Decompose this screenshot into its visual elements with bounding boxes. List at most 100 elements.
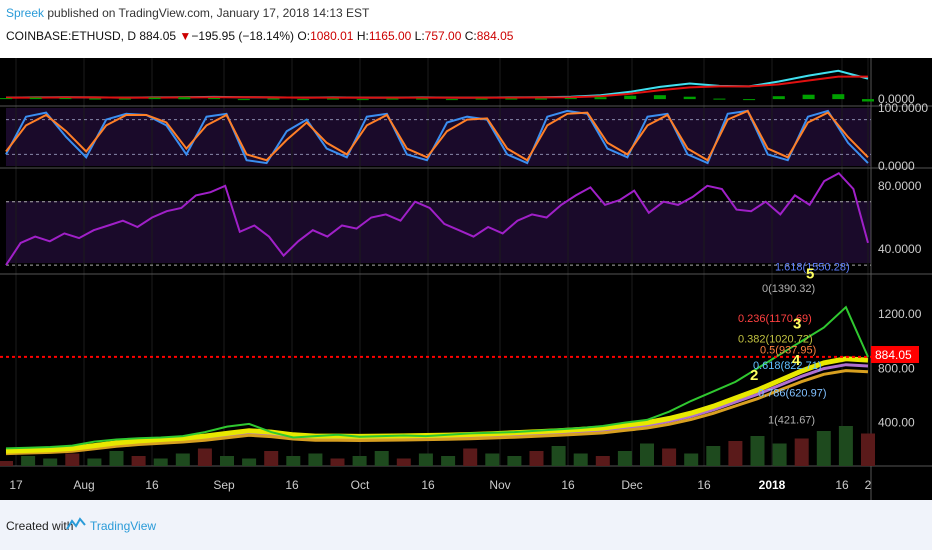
volume-bar [43, 458, 58, 466]
axis-label-price-2: 400.00 [878, 416, 915, 430]
volume-bar [573, 453, 588, 466]
time-tick-label: 2 [865, 478, 872, 492]
volume-bar [330, 458, 345, 466]
close-label: C: [464, 29, 477, 43]
axis-label-rsi-1: 40.0000 [878, 242, 922, 256]
macd-histogram-bar [297, 99, 310, 101]
symbol-name[interactable]: COINBASE:ETHUSD, D [6, 29, 137, 43]
rsi-line [5, 171, 869, 266]
volume-bar [175, 453, 190, 466]
fib-level-label: 0.382(1020.72) [738, 333, 813, 345]
time-axis: 17 Aug 16 Sep 16 Oct 16 Nov 16 Dec 16 2018 16 2 [9, 478, 871, 492]
chart-header: Spreek published on TradingView.com, Jan… [0, 0, 932, 58]
volume-bar [21, 456, 36, 466]
volume-bar [418, 453, 433, 466]
elliott-wave-label: 2 [750, 367, 758, 384]
volume-bar [750, 436, 765, 466]
last-price-tag [871, 346, 919, 363]
open-label: O: [297, 29, 311, 43]
volume-bar [507, 456, 522, 466]
high-label: H: [356, 29, 369, 43]
macd-histogram-bar [208, 98, 221, 100]
volume-bar [109, 451, 124, 466]
author-link[interactable]: Spreek [6, 6, 45, 20]
fib-level-label: 0.618(822.71) [753, 360, 822, 372]
macd-histogram-bar [178, 97, 191, 100]
price-line [5, 305, 869, 450]
volume-bar [640, 443, 654, 466]
fibonacci-labels: 1.618(1550.28) 0(1390.32) 0.236(1170.69) 0.… [738, 262, 850, 427]
footer: Created with TradingView [0, 505, 932, 550]
tradingview-logo-icon [66, 517, 86, 530]
macd-histogram-bar [29, 97, 42, 100]
time-tick-label: 16 [561, 478, 575, 492]
volume-bar [551, 446, 566, 466]
macd-histogram-bar [505, 98, 518, 100]
fib-level-label: 0.236(1170.69) [738, 313, 812, 325]
macd-histogram-bar [862, 99, 874, 102]
macd-histogram-bar [683, 96, 696, 100]
fib-level-label: 1(421.67) [768, 415, 815, 427]
volume-bar [816, 431, 831, 466]
macd-histogram-bar [445, 99, 458, 101]
volume-bar [838, 426, 853, 466]
macd-histogram-bar [772, 96, 785, 100]
time-tick-label: Dec [621, 478, 642, 492]
time-tick-label: Aug [73, 478, 94, 492]
volume-bar [286, 456, 301, 466]
volume-bar [374, 451, 389, 466]
volume-bar [308, 453, 323, 466]
volume-bar [485, 453, 500, 466]
rsi-band [6, 201, 871, 263]
macd-histogram-bar [416, 98, 429, 100]
fib-level-label: 0(1390.32) [762, 283, 815, 295]
volume-bar [220, 456, 234, 466]
volume-bar [264, 451, 279, 466]
ma-orange [5, 369, 869, 456]
macd-histogram-bar [0, 98, 12, 100]
macd-histogram-bar [713, 98, 726, 100]
volume-bar [352, 456, 367, 466]
macd-histogram-bar [475, 98, 488, 100]
axis-label-macd-0: 0.0000 [878, 92, 915, 106]
volume-bar [595, 456, 610, 466]
macd-histogram-bar [237, 99, 250, 101]
symbol-info: COINBASE:ETHUSD, D 884.05 ▼−195.95 (−18.… [6, 29, 513, 43]
time-tick-label: 16 [421, 478, 435, 492]
high-value: 1165.00 [368, 29, 412, 43]
time-tick-label: Oct [351, 478, 370, 492]
volume-bar [794, 438, 809, 466]
axis-label-price-1: 800.00 [878, 361, 915, 375]
volume-bar [197, 448, 212, 466]
volume-bar [396, 458, 411, 466]
macd-histogram-bar [564, 98, 577, 100]
time-tick-label: Nov [489, 478, 510, 492]
macd-histogram-bar [802, 94, 815, 100]
volume-bar [65, 453, 80, 466]
volume-bar [617, 451, 632, 466]
tradingview-brand[interactable]: TradingView [90, 519, 157, 533]
created-with-text: Created with [6, 519, 74, 533]
macd-histogram-bar [148, 97, 161, 100]
macd-histogram-bar [327, 98, 339, 100]
published-text: published on TradingView.com, January 17… [44, 6, 370, 20]
macd-histogram-bar [832, 94, 845, 100]
macd-histogram-bar [356, 99, 369, 101]
plots [0, 69, 875, 466]
time-tick-label: 16 [835, 478, 849, 492]
axis-label-price-0: 1200.00 [878, 307, 922, 321]
volume-bar [728, 441, 743, 466]
volume-bar [662, 448, 677, 466]
volume-bar [861, 433, 875, 466]
chart-canvas[interactable]: 0.0000100.00000.000080.000040.00001200.0… [0, 58, 932, 500]
fib-level-label: 0.5(937.95) [760, 345, 816, 357]
low-value: 757.00 [424, 29, 462, 43]
time-tick-label: 16 [285, 478, 299, 492]
volume-bar [441, 456, 456, 466]
axis-label-stochastic-1: 0.0000 [878, 159, 915, 173]
close-value: 884.05 [476, 29, 514, 43]
last-price-tag-text: 884.05 [875, 348, 912, 362]
macd-histogram-bar [89, 98, 102, 100]
volume-bar [0, 461, 13, 466]
volume-bar [242, 458, 257, 466]
